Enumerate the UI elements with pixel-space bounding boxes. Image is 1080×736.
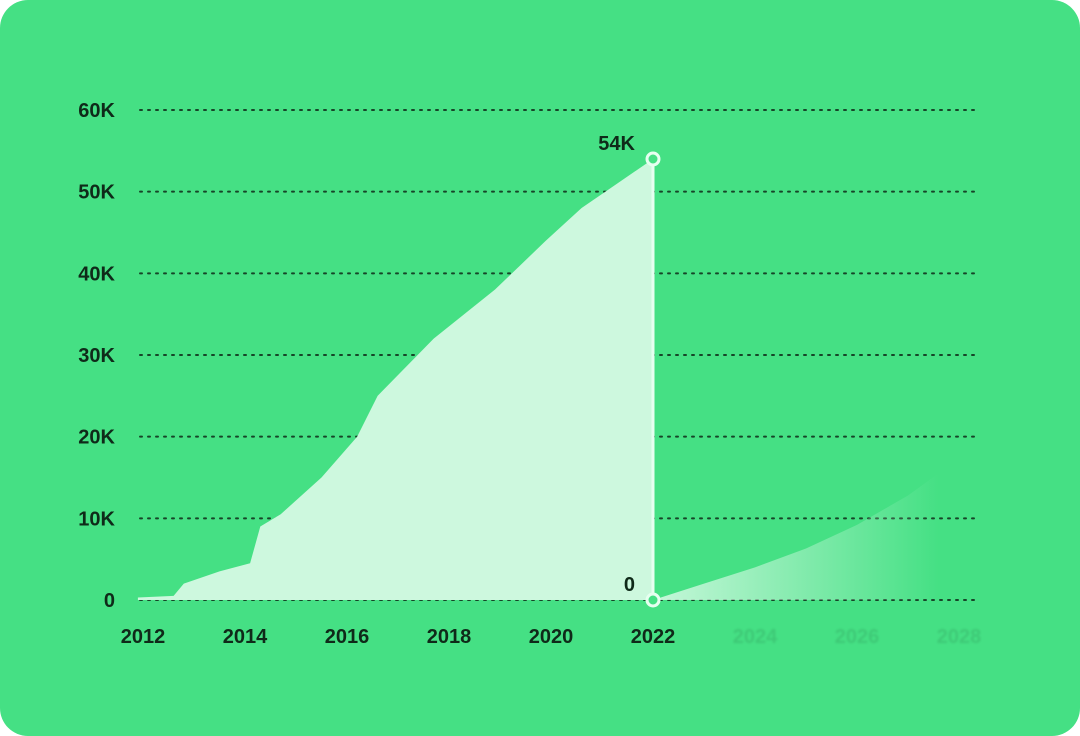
data-point-marker [645, 151, 661, 167]
y-tick-label: 0 [104, 590, 115, 612]
x-tick-label: 2016 [325, 626, 370, 648]
x-tick-label: 2018 [427, 626, 472, 648]
x-tick-label: 2028 [937, 626, 982, 648]
x-tick-label: 2014 [223, 626, 268, 648]
y-tick-label: 60K [78, 100, 115, 122]
x-tick-label: 2012 [121, 626, 166, 648]
y-tick-label: 40K [78, 263, 115, 285]
annotation-label: 0 [624, 574, 635, 596]
y-tick-label: 50K [78, 182, 115, 204]
annotation-label: 54K [598, 133, 635, 155]
x-tick-label: 2024 [733, 626, 778, 648]
x-tick-label: 2022 [631, 626, 676, 648]
y-tick-label: 30K [78, 345, 115, 367]
data-point-marker [645, 592, 661, 608]
x-tick-label: 2026 [835, 626, 880, 648]
y-tick-label: 20K [78, 427, 115, 449]
x-tick-label: 2020 [529, 626, 574, 648]
y-tick-label: 10K [78, 508, 115, 530]
projection-area [653, 473, 939, 600]
historical-area [137, 159, 653, 600]
